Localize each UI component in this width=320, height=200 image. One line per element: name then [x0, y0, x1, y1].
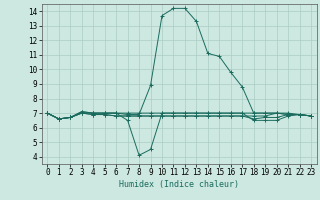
X-axis label: Humidex (Indice chaleur): Humidex (Indice chaleur)	[119, 180, 239, 189]
